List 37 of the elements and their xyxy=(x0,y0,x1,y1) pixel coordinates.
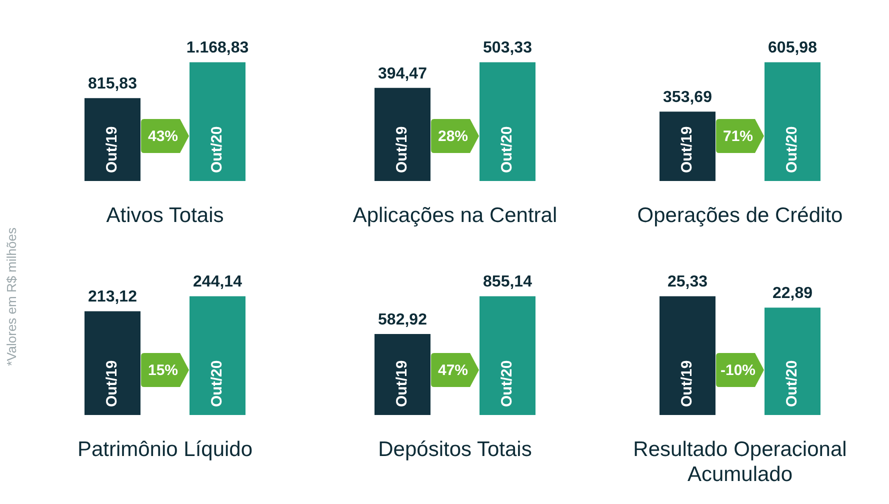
text: Aplicações na Central xyxy=(352,203,558,228)
x-tick-label: Out/20 xyxy=(784,360,801,407)
x-tick-label: Out/19 xyxy=(394,126,411,173)
x-tick-label: Out/19 xyxy=(104,126,121,173)
annotation: 71% xyxy=(722,128,754,144)
data-label: 244,14 xyxy=(193,274,242,291)
text: Patrimônio Líquido xyxy=(76,437,254,462)
data-label: 605,98 xyxy=(768,40,818,57)
x-tick-label: Out/19 xyxy=(678,360,696,407)
x-tick-label: Out/20 xyxy=(498,360,516,407)
data-label: 353,69 xyxy=(663,89,712,106)
text: Resultado Operacional Acumulado xyxy=(632,437,848,487)
x-tick-label: Out/19 xyxy=(678,126,696,173)
data-label: 855,14 xyxy=(483,274,532,291)
text: Ativos Totais xyxy=(105,203,225,228)
x-tick-label: Out/19 xyxy=(394,360,411,407)
text: Depósitos Totais xyxy=(377,437,533,462)
data-label: 1.168,83 xyxy=(186,40,249,57)
data-label: 213,12 xyxy=(88,288,138,306)
data-label: 25,33 xyxy=(667,274,708,291)
data-label: 503,33 xyxy=(483,40,532,57)
x-tick-label: Out/20 xyxy=(208,126,226,173)
annotation: 15% xyxy=(148,362,178,378)
annotation: 43% xyxy=(148,128,178,144)
x-tick-label: Out/19 xyxy=(104,360,121,407)
data-label: 394,47 xyxy=(378,65,428,82)
x-tick-label: Out/20 xyxy=(208,360,226,407)
annotation: 47% xyxy=(438,362,468,378)
x-tick-label: Out/20 xyxy=(784,126,801,173)
x-tick-label: Out/20 xyxy=(498,126,516,173)
data-label: 582,92 xyxy=(378,311,428,328)
annotation: 28% xyxy=(438,128,468,144)
text: *Valores em R$ milhões xyxy=(4,228,19,366)
data-label: 815,83 xyxy=(88,75,138,92)
data-label: 22,89 xyxy=(772,285,813,302)
annotation: -10% xyxy=(720,362,756,378)
text: Operações de Crédito xyxy=(636,203,844,228)
